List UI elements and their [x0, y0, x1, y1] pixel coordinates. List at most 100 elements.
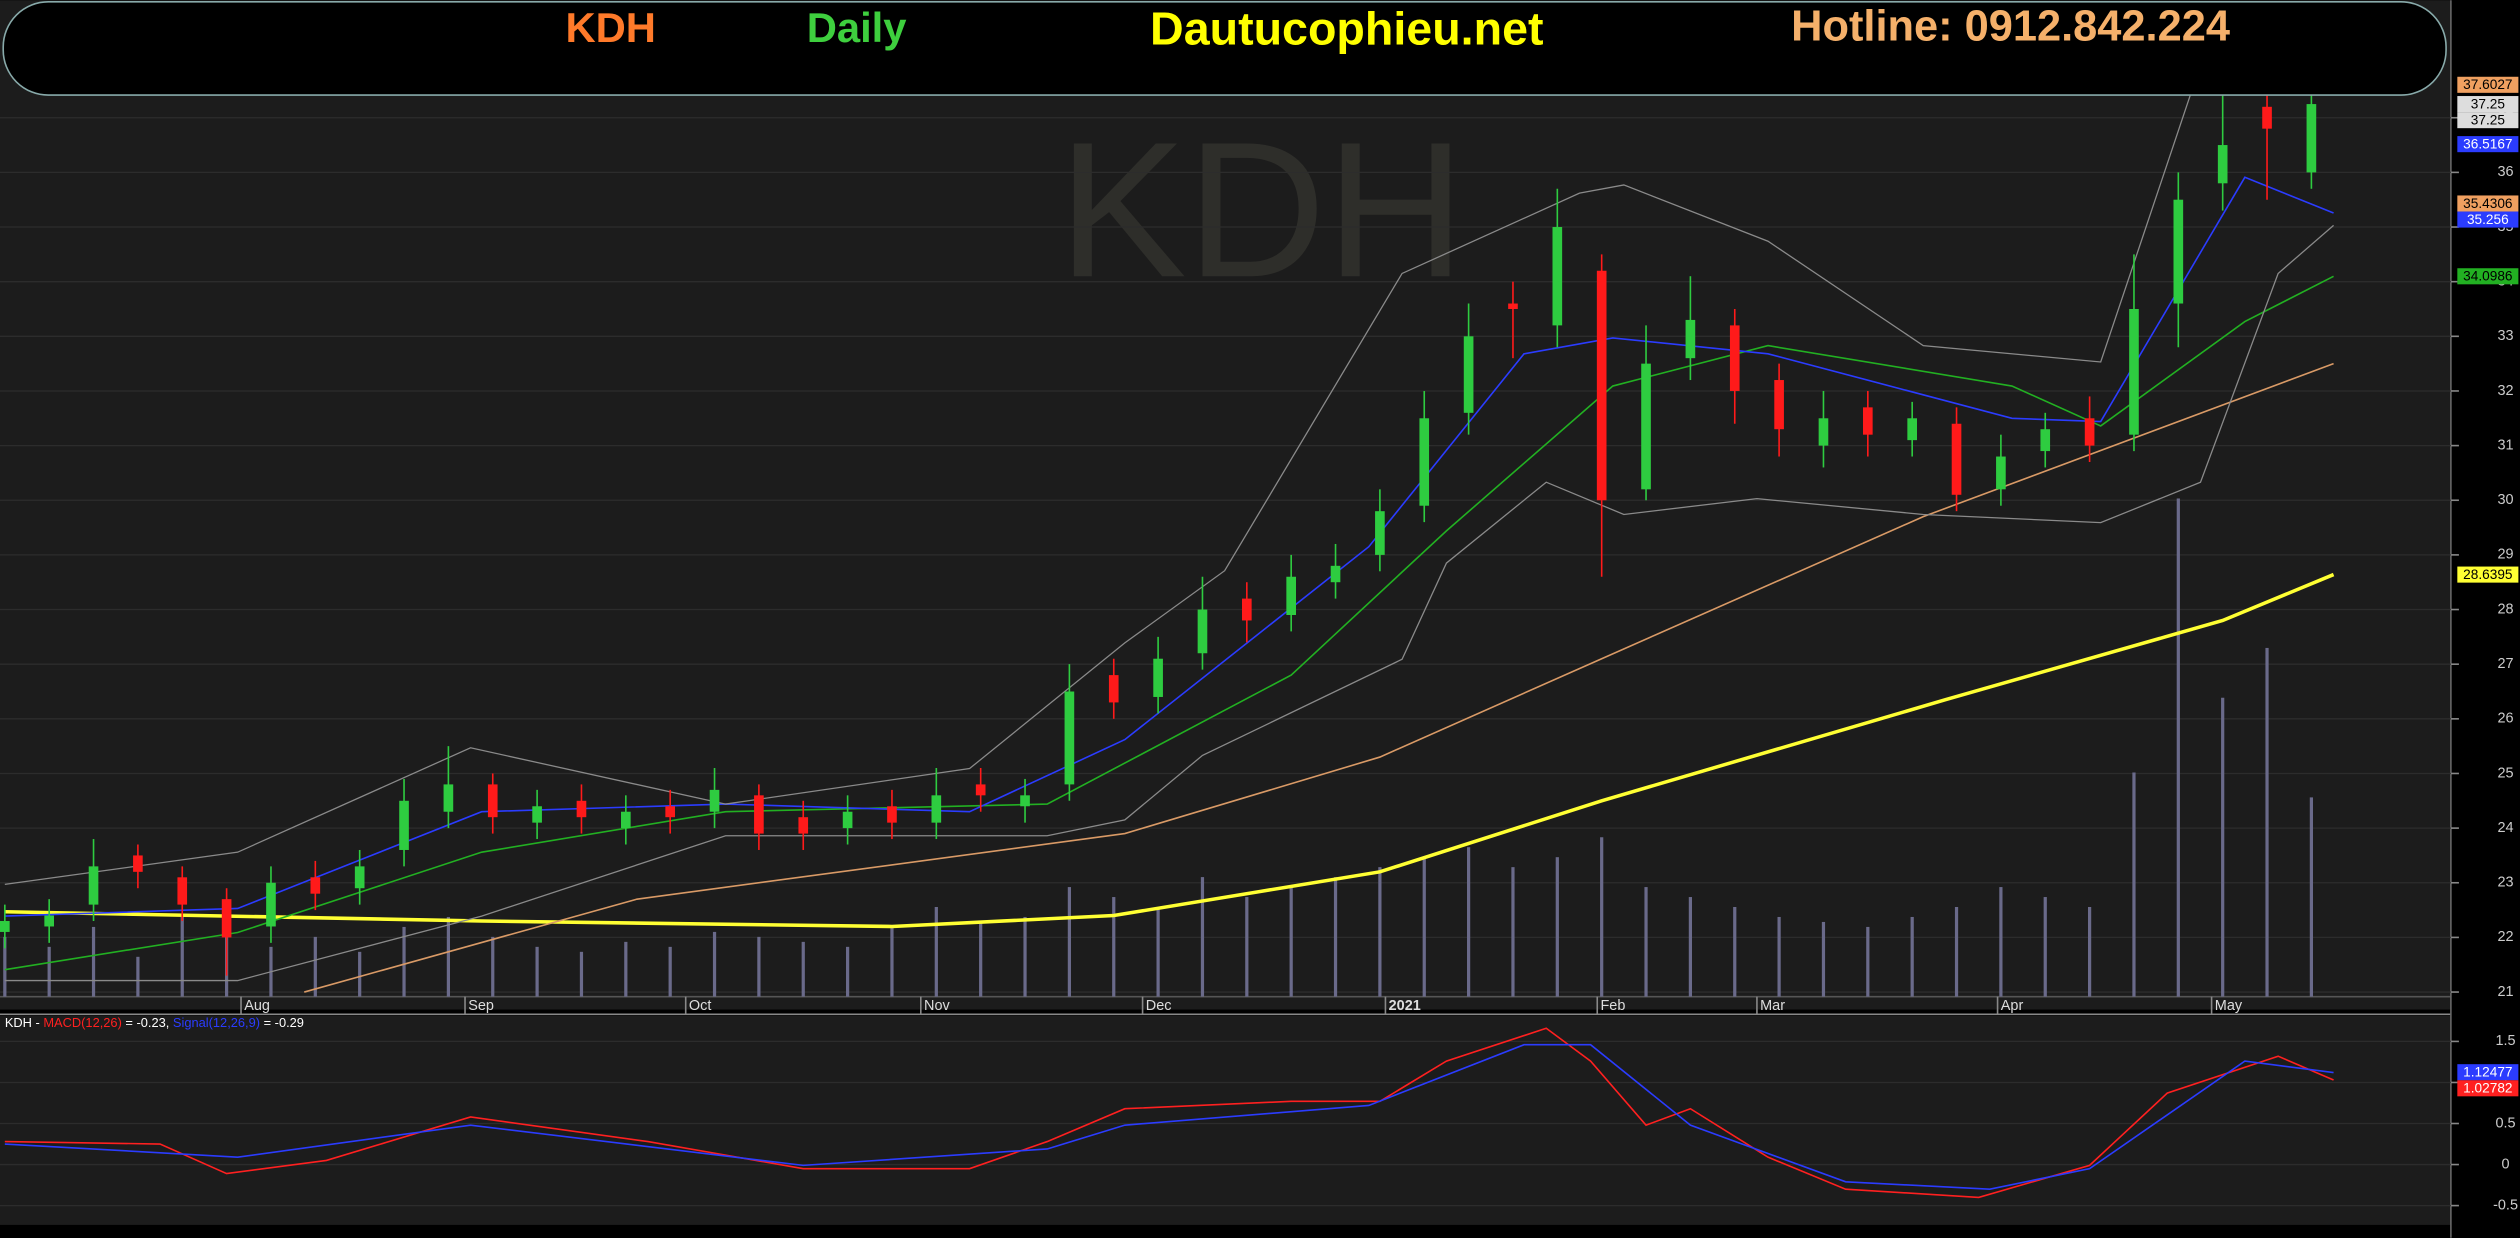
volume-bar: [491, 936, 495, 997]
candle-body: [665, 806, 675, 818]
volume-bar: [1112, 897, 1116, 997]
candle-body: [621, 811, 631, 829]
indicator-line: [4, 63, 2334, 886]
hotline: Hotline: 0912.842.224: [1791, 3, 2230, 51]
candle-body: [354, 866, 365, 889]
value-badge-label: 37.6027: [2463, 77, 2512, 92]
candle-body: [2306, 104, 2317, 173]
candle-body: [1596, 270, 1607, 501]
candle-body: [887, 806, 897, 823]
macd-line: [4, 1043, 2334, 1190]
volume-bar: [2221, 697, 2225, 997]
macd-legend: KDH - MACD(12,26) = -0.23, Signal(12,26,…: [5, 1015, 304, 1030]
volume-bar: [1245, 897, 1249, 997]
volume-bar: [2176, 498, 2180, 997]
candle-body: [1419, 418, 1430, 506]
volume-bar: [934, 907, 938, 997]
candle-body: [1375, 511, 1385, 555]
value-badge-label: 1.12477: [2463, 1065, 2512, 1080]
volume-bar: [801, 941, 805, 997]
candle-body: [310, 877, 321, 894]
volume-bar: [1333, 877, 1338, 997]
candle-body: [2217, 145, 2228, 184]
value-badge: [2457, 76, 2519, 93]
indicator-line: [4, 224, 2334, 982]
candle-body: [532, 806, 542, 823]
candle-body: [221, 899, 232, 938]
candle-body: [1286, 576, 1296, 616]
candle-body: [1996, 456, 2006, 490]
volume-bar: [47, 946, 51, 997]
y-tick-label: 33: [2497, 328, 2513, 344]
y-tick-label: 24: [2497, 820, 2513, 836]
volume-bar: [1954, 907, 1959, 997]
y-tick-label: 23: [2497, 875, 2513, 891]
indicator-line: [304, 362, 2334, 993]
volume-bar: [1777, 916, 1781, 997]
value-badge: [2457, 211, 2519, 228]
y-tick-label: 0.5: [2495, 1115, 2515, 1131]
volume-bar: [1999, 887, 2003, 997]
volume-bar: [1511, 867, 1515, 997]
value-badge-label: 34.0986: [2463, 269, 2512, 284]
candle-body: [576, 800, 587, 818]
legend-name: Signal(12,26,9): [173, 1015, 260, 1030]
volume-bar: [3, 936, 7, 997]
volume-bar: [890, 926, 894, 997]
y-tick-label: 28: [2497, 601, 2513, 617]
volume-bar: [1910, 916, 1914, 997]
candle-body: [1020, 795, 1030, 807]
volume-bar: [846, 946, 850, 997]
x-tick-label: Sep: [468, 998, 494, 1014]
y-tick-label: 22: [2497, 929, 2513, 945]
candle-body: [1508, 303, 1518, 309]
candle-body: [1907, 418, 1918, 441]
macd-line: [4, 1027, 2334, 1199]
volume-bar: [2088, 907, 2092, 997]
candle-body: [266, 882, 276, 927]
candle-body: [842, 811, 853, 829]
candle-body: [1463, 336, 1474, 413]
volume-bar: [579, 951, 584, 997]
volume-bar: [2265, 647, 2269, 997]
candle-body: [44, 915, 54, 927]
volume-bar: [1467, 847, 1471, 997]
candle-body: [2173, 199, 2184, 304]
y-tick-label: 31: [2497, 437, 2513, 453]
y-tick-label: 29: [2497, 547, 2513, 563]
value-badge: [2457, 1080, 2519, 1097]
volume-bar: [136, 956, 140, 997]
candle-body: [1862, 407, 1873, 435]
candle-body: [1153, 658, 1163, 697]
value-badge-label: 35.256: [2467, 212, 2509, 227]
volume-bar: [1866, 926, 1870, 997]
value-badge: [2457, 112, 2519, 129]
volume-bar: [712, 931, 717, 997]
volume-bar: [446, 916, 450, 997]
legend-value: = -0.23,: [122, 1015, 173, 1030]
volume-bar: [979, 921, 983, 997]
period: Daily: [807, 4, 907, 51]
x-tick-label: Feb: [1600, 998, 1625, 1014]
plot: 2122232425262728293031323334353637AugSep…: [0, 63, 2519, 1213]
value-badge-label: 36.5167: [2463, 137, 2512, 152]
volume-bar: [402, 926, 406, 997]
candle-body: [1729, 325, 1740, 391]
candle-body: [2084, 418, 2095, 446]
x-tick-label: Nov: [924, 998, 950, 1014]
candle-body: [798, 817, 809, 834]
candle-body: [709, 789, 720, 812]
candle-body: [975, 784, 986, 796]
candle-body: [2262, 106, 2272, 129]
candle-body: [399, 800, 409, 850]
volume-bar: [313, 936, 317, 997]
volume-bar: [2132, 772, 2136, 997]
y-tick-label: 32: [2497, 383, 2513, 399]
candle-body: [754, 795, 764, 834]
symbol: KDH: [565, 4, 656, 51]
volume-bar: [1067, 887, 1071, 997]
indicator-line: [4, 275, 2334, 971]
y-tick-label: 21: [2497, 984, 2513, 1000]
y-tick-label: 26: [2497, 711, 2513, 727]
candle-body: [1064, 691, 1075, 785]
